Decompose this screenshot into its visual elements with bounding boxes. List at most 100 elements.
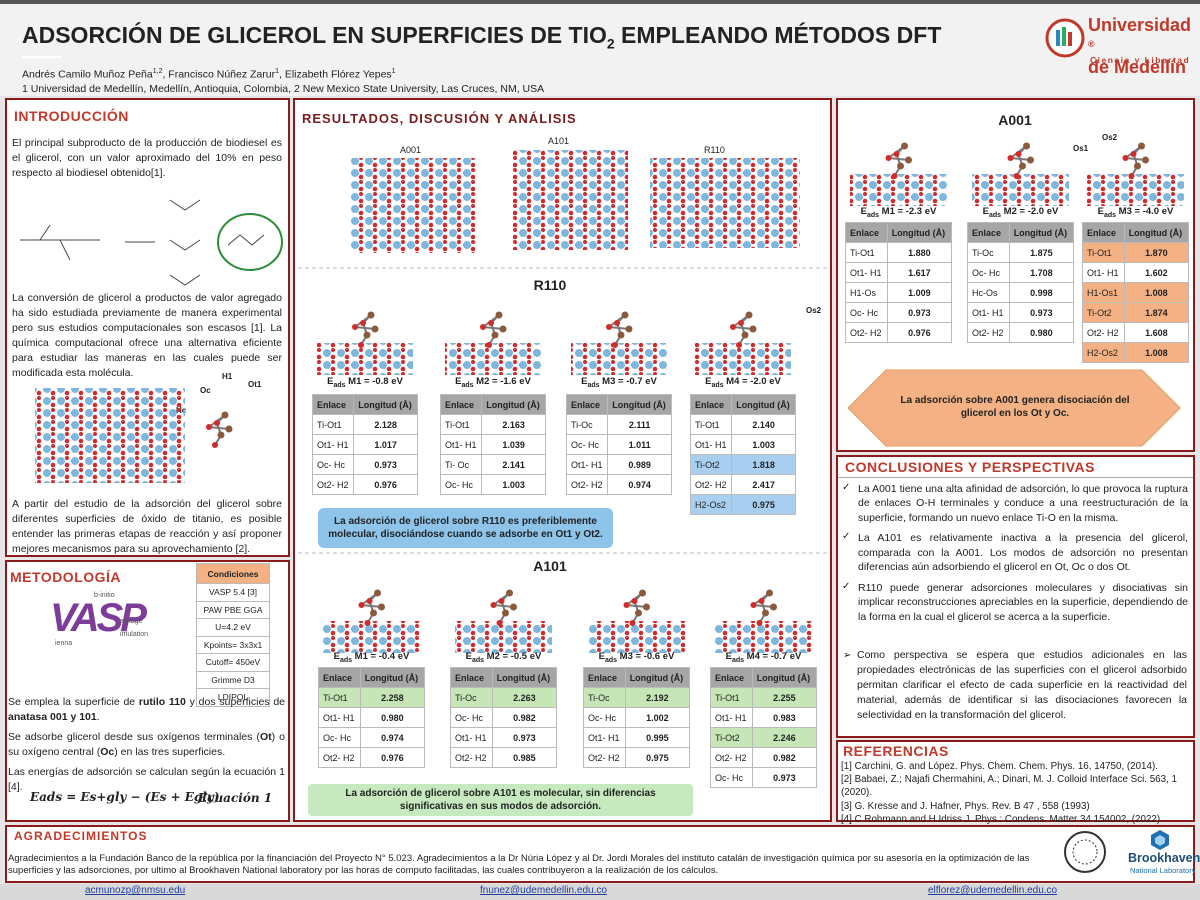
- length: 0.989: [607, 454, 672, 475]
- length: 2.128: [353, 414, 418, 435]
- table-row: Ti-Ot2 2.246: [710, 727, 818, 748]
- energy-symbol: E: [725, 651, 732, 662]
- bond: Ti-Ot1: [845, 242, 888, 263]
- author: , Francisco Núñez Zarur: [162, 68, 276, 81]
- bond: Ti-Oc: [565, 414, 609, 435]
- table-row: Ot1- H1 0.973: [967, 302, 1075, 323]
- email[interactable]: fnunez@udemedellin.edu.co: [480, 885, 607, 896]
- text-run: Oc: [100, 745, 115, 758]
- length: 1.008: [1123, 342, 1190, 363]
- bond: Ti-Ot1: [311, 414, 355, 435]
- bond: H2-Os2: [689, 494, 733, 515]
- table-row: Oc- Hc 0.973: [710, 767, 818, 788]
- bond: Ot2- H2: [967, 322, 1010, 343]
- table-header: Longitud (Å): [607, 394, 672, 415]
- table-row: Oc- Hc 1.708: [967, 262, 1075, 283]
- table-row: Grimme D3: [196, 670, 270, 689]
- rule: [838, 477, 1193, 478]
- table-row: Ot1- H1 1.039: [439, 434, 546, 455]
- bond: Oc- Hc: [439, 474, 483, 495]
- length: 0.975: [731, 494, 796, 515]
- length: 1.009: [886, 282, 953, 303]
- title-sub: 2: [606, 35, 615, 52]
- bond: Ot1- H1: [1082, 262, 1125, 283]
- length: 0.973: [886, 302, 953, 323]
- length: 1.002: [624, 707, 691, 728]
- table-row: Ti- Oc 2.141: [439, 454, 546, 475]
- atom-label: Os2: [806, 306, 822, 315]
- length: 0.973: [353, 454, 418, 475]
- table-header: Enlace: [450, 667, 493, 688]
- energy-value: M2 = -0.5 eV: [484, 651, 542, 662]
- energy-label: Eads M3 = -0.6 eV: [577, 651, 697, 664]
- table-row: Ti-Ot1 2.140: [689, 414, 796, 435]
- check-bullet: ✓: [842, 580, 851, 592]
- ack-panel: [5, 825, 1195, 883]
- surface-label: R110: [704, 145, 725, 155]
- title-part: EMPLEANDO MÉTODOS DFT: [614, 22, 942, 48]
- vasp-logo: VASP: [50, 596, 147, 640]
- text-run: .: [96, 710, 100, 723]
- bond: Ti-Ot1: [1082, 242, 1125, 263]
- bond: H1-Os1: [1082, 282, 1125, 303]
- energy-symbol: E: [1097, 206, 1104, 217]
- table-row: Ti-Ot1 2.128: [311, 414, 418, 435]
- text-run: ) en las tres superficies.: [114, 745, 226, 758]
- table-header-row: Enlace Longitud (Å): [689, 394, 796, 415]
- logo-line: Universidad: [1088, 15, 1192, 35]
- table-header-row: Enlace Longitud (Å): [565, 394, 672, 415]
- atom-label: Os2: [1102, 133, 1118, 142]
- bond-table: Enlace Longitud (Å) Ti-Ot1 1.870 Ot1- H1 1.60…: [1082, 222, 1190, 363]
- note: La adsorción de glicerol sobre R110 es p…: [318, 508, 613, 548]
- length: 0.976: [359, 747, 426, 768]
- energy-symbol: E: [982, 206, 989, 217]
- length: 0.974: [607, 474, 672, 495]
- seal: [1064, 831, 1106, 873]
- email[interactable]: acmunozp@nmsu.edu: [85, 885, 186, 896]
- bond: Oc- Hc: [710, 767, 753, 788]
- length: 0.995: [624, 727, 691, 748]
- length: 1.011: [607, 434, 672, 455]
- energy-symbol: E: [598, 651, 605, 662]
- section-title: AGRADECIMIENTOS: [14, 829, 148, 843]
- reference: [3] G. Kresse and J. Hafner, Phys. Rev. …: [841, 800, 1090, 812]
- references-list: [1] Carchini, G. and López. Phys. Chem. …: [841, 760, 1191, 826]
- length: 2.141: [481, 454, 546, 475]
- table-row: Ti-Ot2 1.818: [689, 454, 796, 475]
- bond: Hc-Os: [967, 282, 1010, 303]
- length: 0.973: [751, 767, 818, 788]
- check-bullet: ✓: [842, 482, 851, 493]
- bond: Ot1- H1: [565, 454, 609, 475]
- table-header: Longitud (Å): [359, 667, 426, 688]
- length: 0.973: [491, 727, 558, 748]
- length: 2.417: [731, 474, 796, 495]
- bond: Oc- Hc: [845, 302, 888, 323]
- energy-sub: ads: [587, 381, 600, 389]
- bond-table: Enlace Longitud (Å) Ti-Oc 1.875 Oc- Hc 1.708 H…: [967, 222, 1075, 343]
- energy-label: Eads M1 = -0.4 eV: [312, 651, 432, 664]
- method-text: Se emplea la superficie de rutilo 110 y …: [8, 695, 285, 799]
- length: 1.874: [1123, 302, 1190, 323]
- email[interactable]: elflorez@udemedellin.edu.co: [928, 885, 1058, 896]
- energy-sub: ads: [866, 211, 880, 219]
- subsection-title: A001: [998, 112, 1032, 128]
- length: 0.973: [1008, 302, 1075, 323]
- title: ADSORCIÓN DE GLICEROL EN SUPERFICIES DE …: [22, 22, 941, 52]
- equation-label: Ecuación 1: [198, 791, 273, 805]
- conclusion-item: ✓ La A001 tiene una alta afinidad de adso…: [842, 482, 1188, 525]
- length: 2.192: [624, 687, 691, 708]
- table-row: Ot2- H2 0.976: [845, 322, 953, 343]
- energy-sub: ads: [731, 656, 745, 664]
- table-header-row: Enlace Longitud (Å): [1082, 222, 1190, 243]
- logo-icon: [1045, 18, 1085, 58]
- length: 0.982: [491, 707, 558, 728]
- table-row: Condiciones: [196, 563, 270, 584]
- bond-table: Enlace Longitud (Å) Ti-Ot1 2.163 Ot1- H1 1.03…: [439, 394, 546, 495]
- text-run: anatasa 001 y 101: [8, 710, 97, 723]
- reference: [2] Babaei, Z.; Najafi Chermahini, A.; D…: [841, 774, 1177, 799]
- paragraph: La conversión de glicerol a productos de…: [12, 292, 282, 379]
- length: 2.163: [481, 414, 546, 435]
- length: 1.008: [1123, 282, 1190, 303]
- length: 1.602: [1123, 262, 1190, 283]
